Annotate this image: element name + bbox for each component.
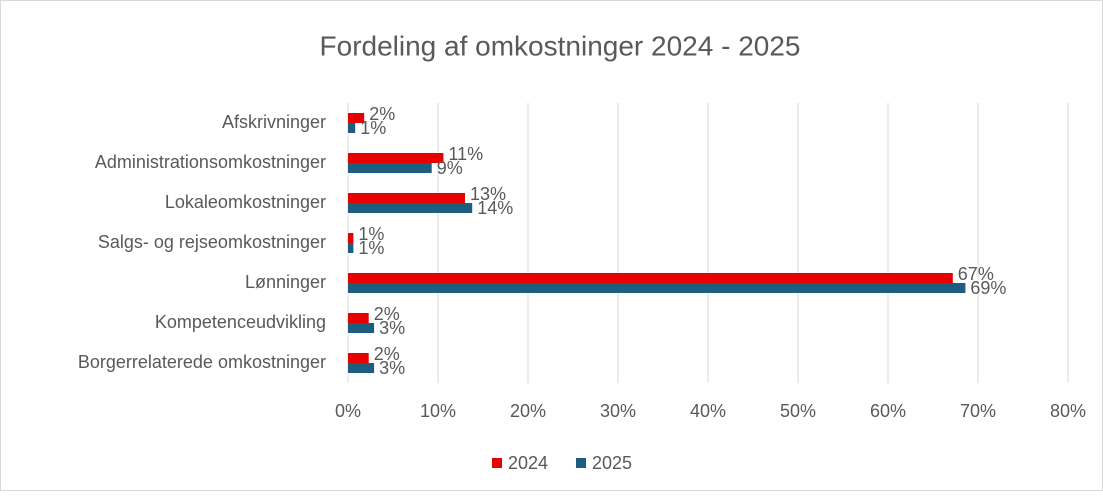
value-label: 1%: [358, 238, 384, 258]
value-label: 1%: [360, 118, 386, 138]
bar: [348, 153, 444, 163]
bar: [348, 283, 966, 293]
x-tick-label: 50%: [780, 401, 816, 421]
bar: [348, 363, 375, 373]
y-tick-label: Borgerrelaterede omkostninger: [78, 352, 326, 372]
x-tick-label: 10%: [420, 401, 456, 421]
legend-label: 2024: [508, 453, 548, 473]
bar: [348, 193, 465, 203]
y-tick-label: Kompetenceudvikling: [155, 312, 326, 332]
value-label: 11%: [448, 144, 483, 164]
legend-swatch: [492, 458, 502, 468]
x-tick-label: 70%: [960, 401, 996, 421]
value-label: 13%: [470, 184, 506, 204]
bar: [348, 233, 354, 243]
x-tick-label: 20%: [510, 401, 546, 421]
y-tick-label: Salgs- og rejseomkostninger: [98, 232, 326, 252]
bar: [348, 313, 369, 323]
legend-label: 2025: [592, 453, 632, 473]
y-tick-label: Afskrivninger: [222, 112, 326, 132]
value-label: 67%: [958, 264, 994, 284]
value-label: 2%: [369, 104, 395, 124]
value-label: 3%: [379, 318, 405, 338]
x-tick-label: 30%: [600, 401, 636, 421]
value-label: 69%: [970, 278, 1006, 298]
y-tick-label: Administrationsomkostninger: [95, 152, 326, 172]
x-tick-label: 40%: [690, 401, 726, 421]
y-tick-label: Lønninger: [245, 272, 326, 292]
chart-title: Fordeling af omkostninger 2024 - 2025: [320, 30, 801, 61]
bar: [348, 123, 356, 133]
bar: [348, 243, 354, 253]
bar: [348, 273, 953, 283]
legend-swatch: [576, 458, 586, 468]
value-label: 9%: [437, 158, 463, 178]
value-label: 3%: [379, 358, 405, 378]
y-tick-label: Lokaleomkostninger: [165, 192, 326, 212]
bar: [348, 163, 432, 173]
bar: [348, 113, 365, 123]
value-label: 2%: [374, 344, 400, 364]
bar: [348, 353, 369, 363]
x-tick-label: 60%: [870, 401, 906, 421]
value-label: 2%: [374, 304, 400, 324]
x-tick-label: 80%: [1050, 401, 1086, 421]
bar: [348, 203, 473, 213]
x-tick-label: 0%: [335, 401, 361, 421]
bar: [348, 323, 375, 333]
value-label: 1%: [358, 224, 384, 244]
value-label: 14%: [477, 198, 513, 218]
